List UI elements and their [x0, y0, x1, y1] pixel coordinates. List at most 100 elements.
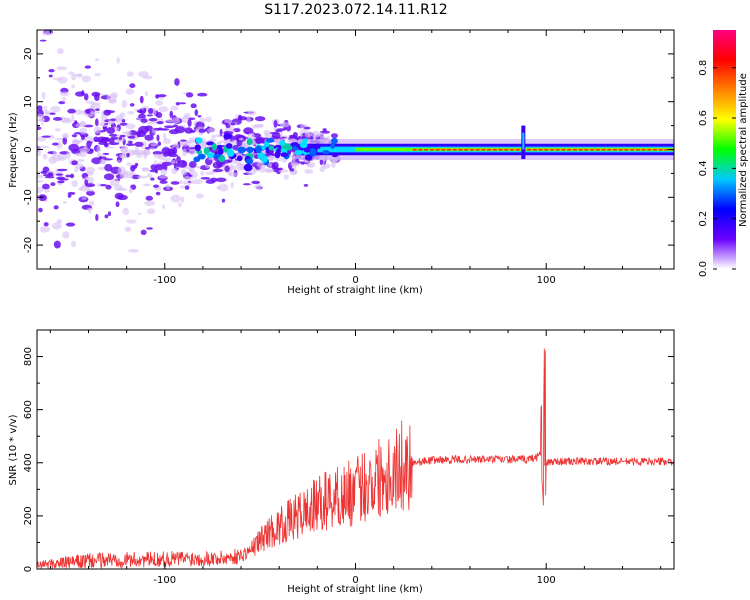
- spectral-blob: [59, 156, 65, 160]
- spectral-blob: [206, 127, 216, 133]
- spectral-blob: [55, 173, 64, 176]
- spectral-blob: [188, 117, 196, 121]
- spectral-blob: [74, 109, 83, 116]
- spectral-blob: [216, 185, 222, 190]
- carrier-peak-mark: [544, 148, 549, 151]
- spectral-cluster: [243, 163, 253, 172]
- spectral-blob: [155, 191, 161, 196]
- spectral-blob: [273, 119, 278, 128]
- spectral-blob: [44, 188, 51, 193]
- spectral-blob: [102, 125, 108, 132]
- spectral-blob: [188, 147, 197, 150]
- spectral-cluster: [211, 142, 217, 151]
- spike-core: [522, 132, 525, 150]
- spectral-blob: [74, 165, 79, 173]
- spectral-blob: [299, 133, 303, 137]
- spectral-blob: [75, 122, 82, 128]
- colorbar-ticks: 0.0 0.2 0.4 0.6 0.8: [698, 60, 736, 277]
- spectral-blob: [84, 93, 89, 101]
- spectral-blob: [67, 194, 72, 198]
- spectral-blob: [146, 208, 156, 215]
- spectral-blob: [65, 222, 76, 227]
- spectral-blob: [205, 116, 212, 123]
- spectral-blob: [153, 153, 162, 159]
- carrier-peak-mark: [550, 148, 555, 151]
- spectral-blob: [107, 211, 112, 217]
- spectral-blob: [205, 171, 215, 175]
- spectral-blob: [255, 139, 262, 144]
- spectrogram-marks: [37, 30, 674, 253]
- spectral-blob: [139, 95, 144, 104]
- spectral-blob: [279, 130, 283, 139]
- spectral-blob: [62, 136, 68, 145]
- colorbar-label: Normalized spectral amplitude: [738, 73, 749, 227]
- spectral-blob: [311, 130, 321, 139]
- spectral-blob: [200, 170, 205, 176]
- snr-background: [37, 330, 674, 569]
- x-tick-label: 0: [352, 575, 358, 586]
- spectral-blob: [258, 166, 268, 173]
- spectral-blob: [54, 137, 64, 141]
- spectral-blob: [143, 108, 147, 111]
- spectral-blob: [85, 109, 91, 114]
- spectral-blob: [174, 78, 180, 86]
- spectral-cluster: [246, 146, 254, 154]
- spectral-blob: [42, 153, 48, 160]
- spectral-blob: [53, 240, 61, 249]
- spectral-blob: [166, 184, 170, 191]
- spectral-blob: [304, 130, 312, 138]
- spectral-blob: [140, 118, 148, 123]
- carrier-peak-mark: [475, 148, 480, 151]
- carrier-peak-mark: [441, 148, 446, 151]
- spectral-blob: [156, 121, 164, 125]
- spectral-blob: [61, 118, 73, 124]
- spectral-blob: [188, 149, 197, 156]
- spectral-blob: [38, 207, 43, 213]
- carrier-peak-mark: [572, 148, 577, 151]
- spectral-blob: [277, 167, 283, 171]
- spectral-blob: [198, 128, 207, 133]
- spectral-blob: [81, 197, 87, 200]
- spectral-blob: [56, 219, 63, 224]
- spectral-blob: [148, 147, 156, 150]
- carrier-peak-mark: [653, 148, 658, 151]
- colorbar-gradient: [713, 30, 736, 269]
- carrier-peak-mark: [590, 148, 595, 151]
- spectral-cluster: [294, 149, 303, 156]
- spectral-blob: [126, 71, 134, 77]
- spectral-cluster: [303, 146, 312, 153]
- spectral-blob: [184, 185, 190, 190]
- x-tick-label: -100: [153, 575, 176, 586]
- spectral-blob: [131, 174, 141, 180]
- spectral-blob: [215, 134, 221, 137]
- spectral-blob: [42, 31, 54, 36]
- spectral-blob: [161, 204, 166, 209]
- y-tick-label: 0: [23, 566, 34, 572]
- spectral-cluster: [246, 138, 253, 146]
- spectral-blob: [115, 201, 120, 208]
- spectral-blob: [152, 129, 157, 134]
- spectral-blob: [69, 173, 75, 179]
- spectral-blob: [230, 122, 236, 126]
- carrier-peak-mark: [515, 148, 520, 151]
- spectral-blob: [94, 73, 102, 77]
- spectral-blob: [146, 173, 153, 178]
- spectral-blob: [157, 94, 167, 98]
- carrier-peak-mark: [607, 148, 612, 151]
- spectral-cluster: [280, 152, 288, 158]
- spectral-blob: [170, 105, 179, 111]
- spectral-blob: [83, 145, 88, 150]
- spectral-blob: [136, 175, 148, 179]
- y-tick-label: -10: [23, 189, 34, 205]
- spectral-cluster: [195, 137, 203, 144]
- spectral-blob: [155, 164, 166, 171]
- spectral-blob: [108, 133, 118, 137]
- spectral-blob: [160, 168, 168, 176]
- spectral-blob: [71, 160, 78, 166]
- spectral-blob: [105, 184, 112, 190]
- snr-ticks: -100 0 100 0 200 400 600 800: [23, 329, 674, 586]
- spectral-blob: [67, 108, 77, 114]
- spectral-cluster: [255, 145, 262, 154]
- spectral-blob: [79, 185, 91, 192]
- spectral-blob: [128, 140, 133, 144]
